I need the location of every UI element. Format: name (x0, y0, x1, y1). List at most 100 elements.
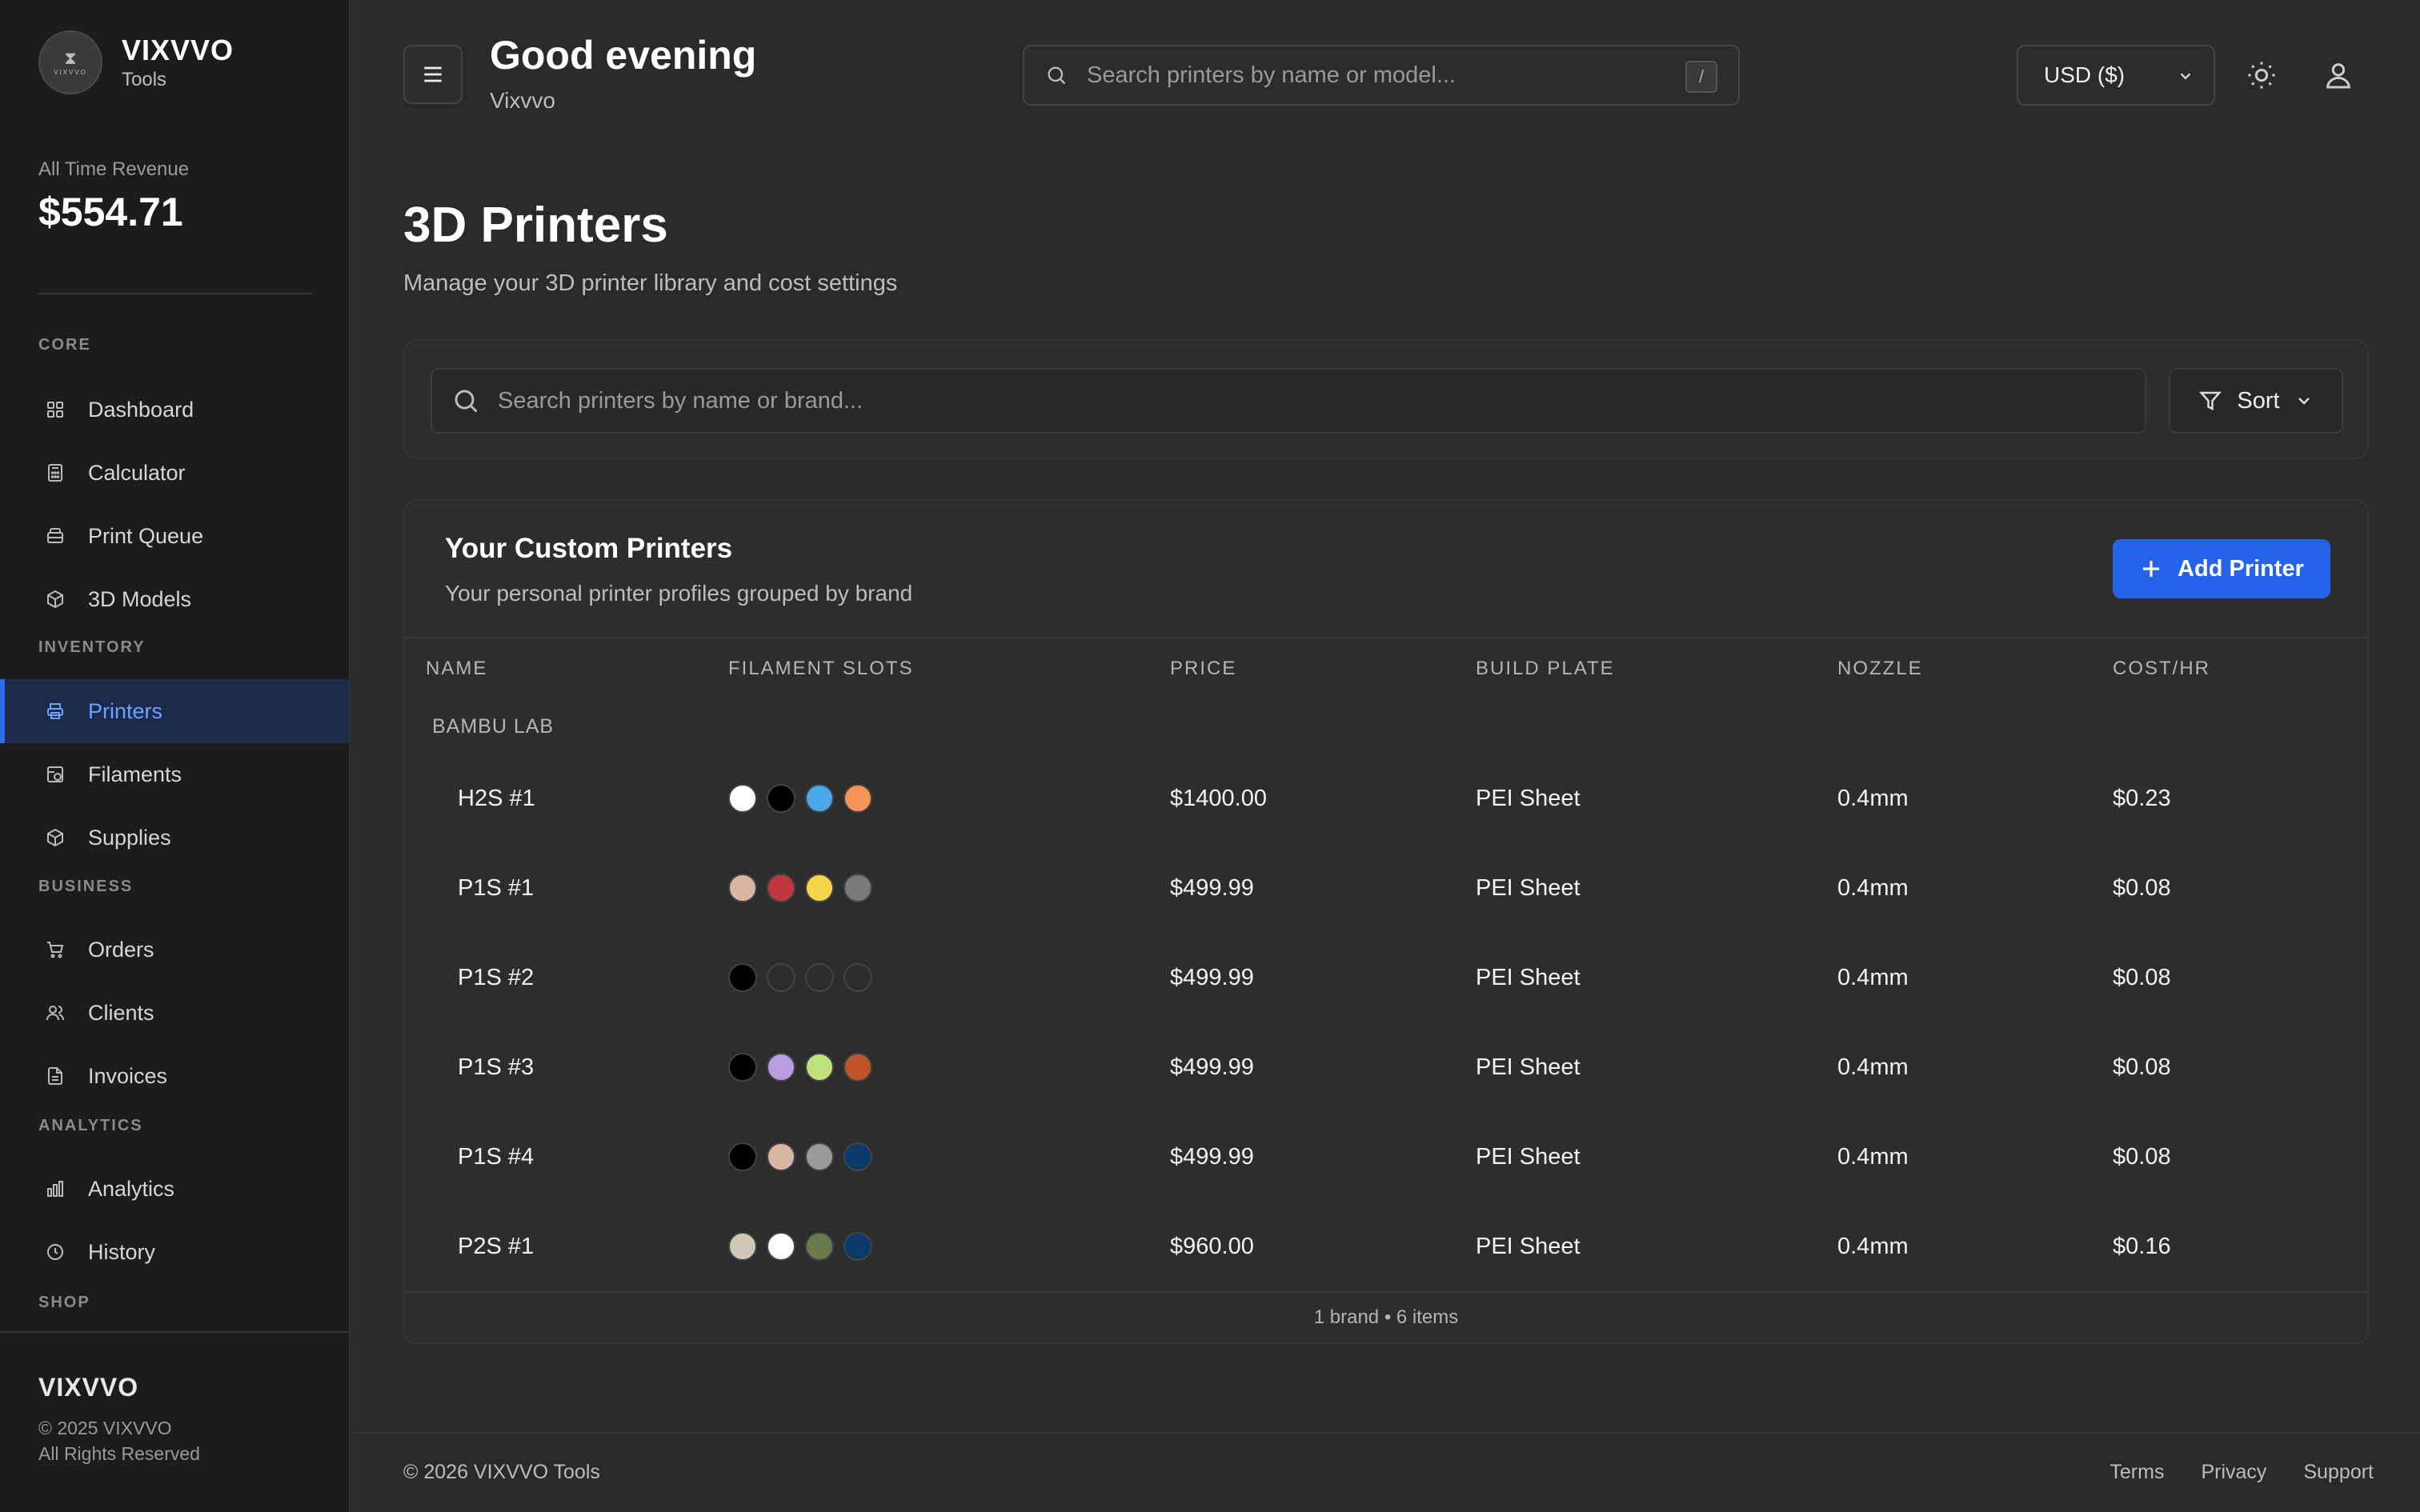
add-printer-button[interactable]: Add Printer (2113, 539, 2330, 598)
footer-link-support[interactable]: Support (2303, 1461, 2374, 1483)
sidebar-item-dashboard[interactable]: Dashboard (0, 378, 349, 442)
column-header-build-plate[interactable]: BUILD PLATE (1476, 658, 1615, 679)
package-icon (45, 827, 66, 848)
search-shortcut-key: / (1685, 61, 1717, 93)
filament-slots (728, 933, 882, 1022)
spool-icon (45, 764, 66, 785)
sidebar-item-calculator[interactable]: Calculator (0, 441, 349, 505)
printer-name: H2S #1 (458, 785, 535, 811)
printer-build-plate: PEI Sheet (1476, 1233, 1581, 1259)
table-row[interactable]: H2S #1 $1400.00 PEI Sheet 0.4mm $0.23 (405, 754, 2367, 843)
filament-slot-dot (767, 1232, 795, 1261)
filament-slots (728, 843, 882, 933)
currency-select[interactable]: USD ($) (2017, 45, 2215, 106)
bar-chart-icon (45, 1178, 66, 1199)
sidebar-item-print-queue[interactable]: Print Queue (0, 504, 349, 568)
filament-slot-dot (728, 1142, 757, 1171)
filament-slot-dot (843, 1053, 872, 1082)
printer-nozzle: 0.4mm (1837, 1143, 1909, 1170)
printer-search-input[interactable]: Search printers by name or brand... (431, 368, 2146, 434)
calculator-icon (45, 462, 66, 483)
table-subtitle: Your personal printer profiles grouped b… (445, 581, 913, 606)
sidebar-footer-rights: All Rights Reserved (38, 1443, 200, 1464)
box-icon (45, 589, 66, 610)
printer-nozzle: 0.4mm (1837, 785, 1909, 811)
sidebar-footer-name: VIXVVO (38, 1373, 139, 1402)
clock-icon (45, 1242, 66, 1262)
sidebar-footer: VIXVVO © 2025 VIXVVO All Rights Reserved (38, 1373, 200, 1466)
greeting-user: Vixvvo (490, 88, 555, 113)
user-profile-button[interactable] (2322, 59, 2354, 91)
menu-toggle-button[interactable] (403, 45, 463, 104)
printer-cost-hr: $0.23 (2113, 785, 2171, 811)
table-row[interactable]: P1S #3 $499.99 PEI Sheet 0.4mm $0.08 (405, 1022, 2367, 1112)
grid-icon (45, 399, 66, 420)
printer-price: $960.00 (1170, 1233, 1254, 1259)
table-row[interactable]: P1S #4 $499.99 PEI Sheet 0.4mm $0.08 (405, 1112, 2367, 1202)
filament-slot-dot (843, 874, 872, 902)
sidebar-item-label: Invoices (88, 1063, 168, 1088)
sidebar-item-invoices[interactable]: Invoices (0, 1044, 349, 1108)
revenue-label: All Time Revenue (38, 158, 190, 180)
printer-name: P2S #1 (458, 1233, 535, 1259)
footer-link-privacy[interactable]: Privacy (2201, 1461, 2267, 1483)
global-search-placeholder: Search printers by name or model... (1087, 62, 1456, 88)
filament-slot-dot (728, 1232, 757, 1261)
global-search-input[interactable]: Search printers by name or model... / (1023, 45, 1740, 106)
table-header-divider (405, 637, 2367, 638)
table-row[interactable]: P1S #1 $499.99 PEI Sheet 0.4mm $0.08 (405, 843, 2367, 933)
sidebar-item-analytics[interactable]: Analytics (0, 1157, 349, 1221)
sidebar-item-history[interactable]: History (0, 1220, 349, 1284)
sidebar-item-supplies[interactable]: Supplies (0, 806, 349, 870)
page-footer-divider (352, 1432, 2420, 1434)
table-row[interactable]: P1S #2 $499.99 PEI Sheet 0.4mm $0.08 (405, 933, 2367, 1022)
column-header-name[interactable]: NAME (426, 658, 488, 679)
printer-price: $1400.00 (1170, 785, 1267, 811)
filter-icon (2199, 391, 2222, 411)
theme-toggle-button[interactable] (2246, 59, 2278, 91)
filament-slot-dot (767, 784, 795, 813)
revenue-value: $554.71 (38, 190, 183, 234)
table-summary: 1 brand • 6 items (1313, 1306, 1459, 1328)
page-title: 3D Printers (403, 198, 668, 253)
menu-icon (424, 66, 442, 82)
nav-section-core: CORE (38, 336, 91, 354)
filament-slots (728, 1022, 882, 1112)
table-footer-divider (405, 1291, 2367, 1293)
printer-cost-hr: $0.16 (2113, 1233, 2171, 1259)
sidebar-item-filaments[interactable]: Filaments (0, 742, 349, 806)
sidebar-item-printers[interactable]: Printers (0, 679, 349, 743)
printer-nozzle: 0.4mm (1837, 1233, 1909, 1259)
column-header-cost-hr[interactable]: COST/HR (2113, 658, 2210, 679)
revenue-summary: All Time Revenue $554.71 (38, 158, 189, 235)
sidebar-footer-copyright: © 2025 VIXVVO (38, 1418, 172, 1438)
column-header-filament-slots[interactable]: FILAMENT SLOTS (728, 658, 914, 679)
sidebar-item-label: 3D Models (88, 586, 192, 611)
page-footer-links: Terms Privacy Support (2073, 1461, 2374, 1484)
sidebar-item-label: Dashboard (88, 397, 194, 422)
sun-icon (2248, 62, 2275, 89)
table-row[interactable]: P2S #1 $960.00 PEI Sheet 0.4mm $0.16 (405, 1202, 2367, 1291)
sidebar-item-label: Print Queue (88, 523, 204, 548)
plus-icon (2143, 561, 2160, 577)
printer-build-plate: PEI Sheet (1476, 1054, 1581, 1080)
printers-table-card: Your Custom Printers Your personal print… (403, 499, 2369, 1344)
brand[interactable]: ⧗ VIXVVO VIXVVO Tools (38, 30, 234, 94)
nav-section-analytics: ANALYTICS (38, 1117, 143, 1134)
filament-slot-dot (767, 874, 795, 902)
filament-slot-dot (805, 1142, 834, 1171)
sort-button[interactable]: Sort (2169, 368, 2343, 434)
sidebar-item-3d-models[interactable]: 3D Models (0, 567, 349, 631)
brand-logo: ⧗ VIXVVO (38, 30, 102, 94)
column-header-nozzle[interactable]: NOZZLE (1837, 658, 1923, 679)
nav-section-inventory: INVENTORY (38, 638, 146, 656)
sidebar-divider (38, 293, 312, 294)
footer-link-terms[interactable]: Terms (2109, 1461, 2165, 1483)
sidebar-item-clients[interactable]: Clients (0, 981, 349, 1045)
printer-cost-hr: $0.08 (2113, 1054, 2171, 1080)
sidebar-item-label: Filaments (88, 762, 182, 786)
printer-name: P1S #3 (458, 1054, 535, 1080)
filament-slot-dot (728, 874, 757, 902)
sidebar-item-orders[interactable]: Orders (0, 918, 349, 982)
column-header-price[interactable]: PRICE (1170, 658, 1237, 679)
